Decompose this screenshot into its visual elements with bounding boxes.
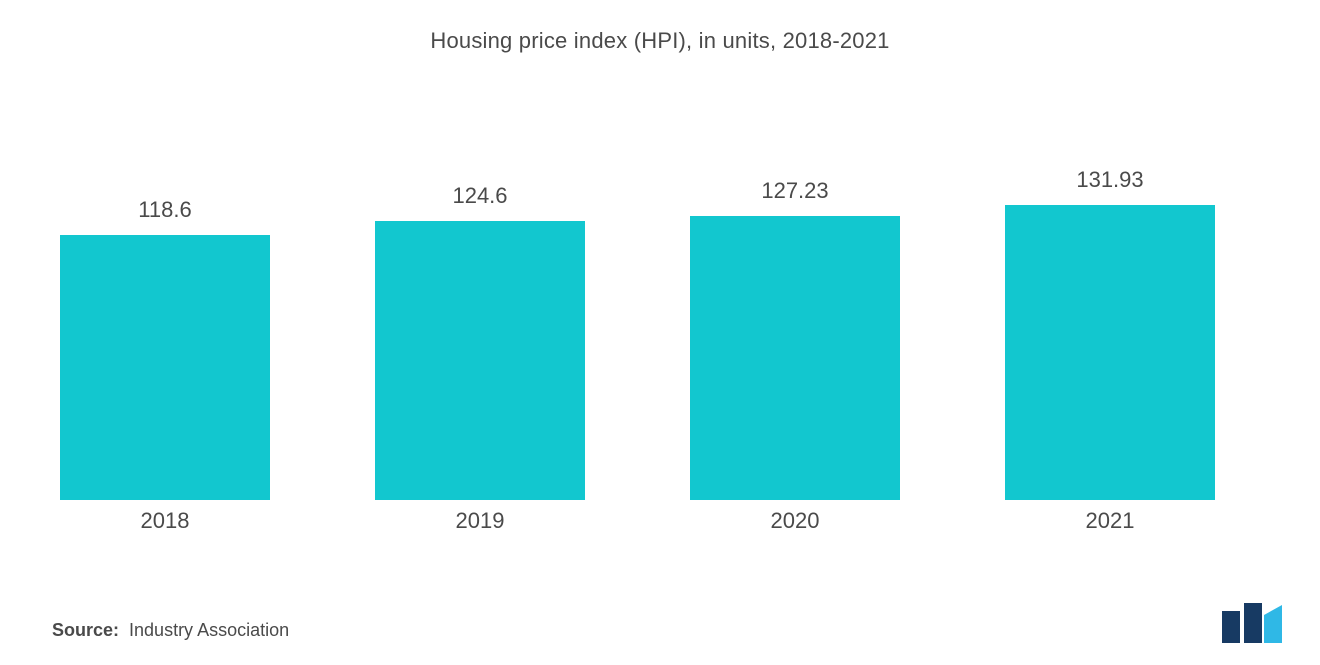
bar-value-label: 124.6 <box>452 183 507 209</box>
logo-bar-2 <box>1244 603 1262 643</box>
source-label: Source: <box>52 620 119 640</box>
bar <box>60 235 270 500</box>
bar-value-label: 118.6 <box>138 197 191 223</box>
bar <box>375 221 585 500</box>
chart-container: Housing price index (HPI), in units, 201… <box>0 0 1320 665</box>
bar <box>1005 205 1215 500</box>
bar-value-label: 127.23 <box>761 178 828 204</box>
source-line: Source: Industry Association <box>52 620 289 641</box>
x-axis-label: 2020 <box>690 508 900 534</box>
source-text: Industry Association <box>129 620 289 640</box>
logo-accent <box>1264 605 1282 643</box>
logo-bar-1 <box>1222 611 1240 643</box>
x-axis-label: 2021 <box>1005 508 1215 534</box>
chart-title: Housing price index (HPI), in units, 201… <box>0 0 1320 54</box>
plot-area: 118.6 124.6 127.23 131.93 <box>60 120 1260 500</box>
x-axis-labels: 2018 2019 2020 2021 <box>60 508 1260 548</box>
brand-logo-icon <box>1220 603 1282 643</box>
x-axis-label: 2018 <box>60 508 270 534</box>
x-axis-label: 2019 <box>375 508 585 534</box>
bar <box>690 216 900 500</box>
bar-value-label: 131.93 <box>1076 167 1143 193</box>
